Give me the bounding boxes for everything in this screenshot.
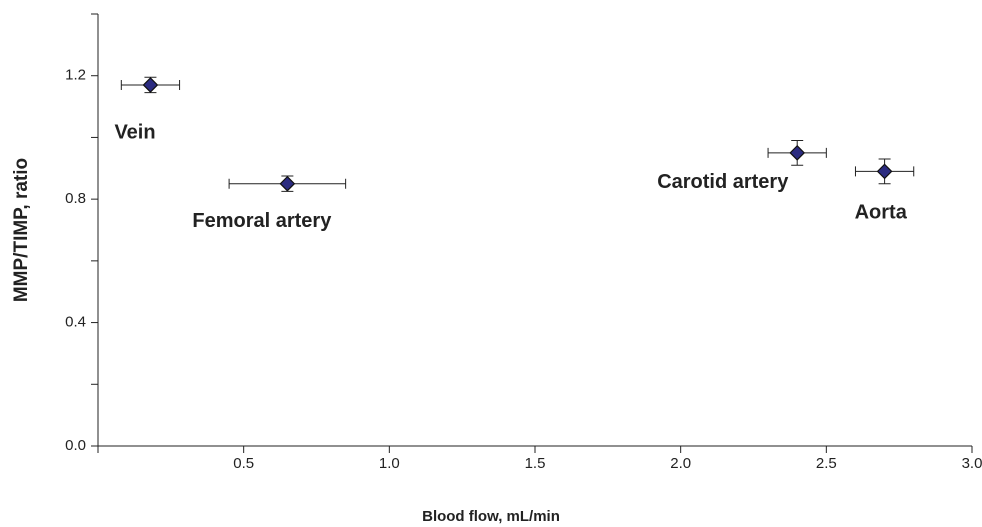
- x-tick-label: 2.5: [816, 455, 837, 472]
- point-label: Femoral artery: [192, 210, 332, 232]
- point-label: Aorta: [855, 202, 908, 224]
- point-label: Vein: [114, 121, 155, 143]
- point: [279, 175, 296, 192]
- y-tick-label: 0.8: [65, 190, 86, 207]
- y-tick-label: 0.4: [65, 314, 86, 331]
- x-tick-label: 2.0: [670, 455, 691, 472]
- y-tick-label: 1.2: [65, 67, 86, 84]
- point: [142, 77, 159, 93]
- point: [789, 145, 806, 161]
- y-axis-label: MMP/TIMP, ratio: [11, 158, 32, 302]
- x-tick-label: 1.0: [379, 455, 400, 472]
- point-label: Carotid artery: [657, 171, 789, 193]
- x-tick-label: 1.5: [525, 455, 546, 472]
- x-tick-label: 0.5: [233, 455, 254, 472]
- x-axis-label: Blood flow, mL/min: [422, 508, 560, 525]
- point: [876, 163, 893, 180]
- x-tick-label: 3.0: [962, 455, 982, 472]
- y-tick-label: 0.0: [65, 437, 86, 454]
